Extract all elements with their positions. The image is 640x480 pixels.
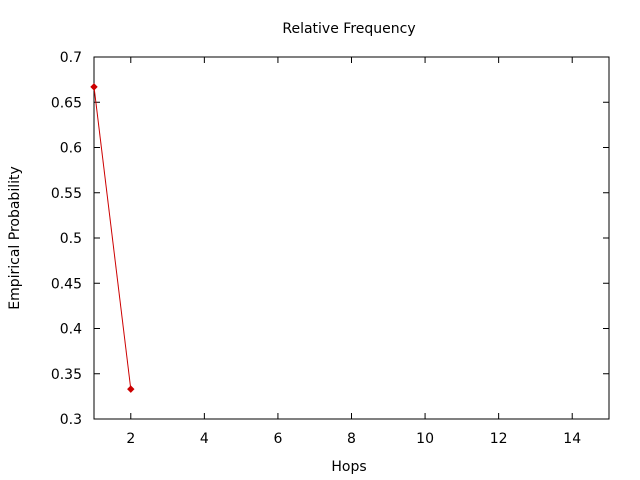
data-point xyxy=(127,385,135,393)
y-tick-label: 0.5 xyxy=(60,231,82,247)
y-tick-label: 0.45 xyxy=(51,276,82,292)
plot-frame xyxy=(93,56,610,420)
axes-layer: 2 4 6 8 10 12 14 0.3 0.35 0.4 0.45 0.5 0.55 0.6 0.65 0.… xyxy=(51,50,609,447)
x-tick-label: 10 xyxy=(416,431,434,447)
x-axis-label: Hops xyxy=(331,459,366,475)
series-layer xyxy=(90,83,135,393)
y-tick-label: 0.35 xyxy=(51,367,82,383)
x-tick-label: 14 xyxy=(563,431,581,447)
x-tick-label: 12 xyxy=(490,431,508,447)
y-tick-label: 0.55 xyxy=(51,186,82,202)
data-point xyxy=(90,83,98,91)
y-tick-label: 0.4 xyxy=(60,322,82,338)
y-tick-label: 0.7 xyxy=(60,50,82,66)
x-tick-label: 8 xyxy=(347,431,356,447)
chart-title: Relative Frequency xyxy=(282,21,415,37)
y-tick-label: 0.65 xyxy=(51,95,82,111)
y-tick-label: 0.3 xyxy=(60,412,82,428)
y-tick-label: 0.6 xyxy=(60,141,82,157)
x-tick-label: 4 xyxy=(200,431,209,447)
series-line xyxy=(93,86,132,390)
y-axis-label: Empirical Probability xyxy=(7,166,23,310)
x-tick-label: 2 xyxy=(126,431,135,447)
x-tick-label: 6 xyxy=(273,431,282,447)
